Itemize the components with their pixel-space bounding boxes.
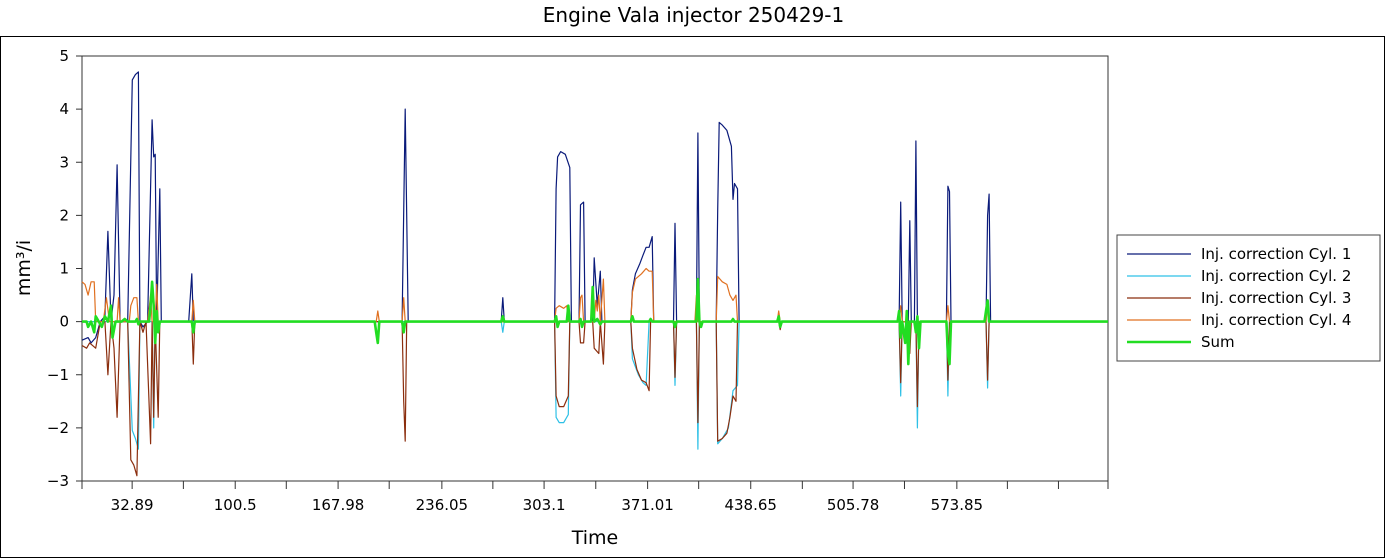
y-tick-label: 4 [59,100,69,118]
x-axis-title: Time [571,527,619,549]
y-tick-label: 1 [59,260,69,278]
x-tick-label: 573.85 [931,496,984,514]
x-tick-label: 303.1 [523,496,566,514]
series-line-5 [82,277,1108,366]
x-tick-label: 505.78 [827,496,880,514]
x-tick-label: 167.98 [312,496,365,514]
y-tick-label: 2 [59,206,69,224]
series-line-2 [82,321,1108,450]
series-layer [81,71,1108,477]
x-axis: 32.89 100.5 167.98 236.05 303.1 371.01 438.65 5… [81,481,1109,514]
x-tick-label: 371.01 [621,496,674,514]
legend-label: Inj. correction Cyl. 2 [1201,267,1351,285]
y-axis-title: mm³/i [13,240,35,296]
series-line-1 [81,71,1108,344]
chart-frame [0,36,1385,558]
x-tick-label: 100.5 [214,496,257,514]
chart-title: Engine Vala injector 250429-1 [542,3,845,27]
series-line-4 [81,267,1108,323]
legend-label: Sum [1201,333,1235,351]
y-tick-label: −1 [47,366,69,384]
legend-label: Inj. correction Cyl. 4 [1201,311,1351,329]
y-tick-label: 0 [59,313,69,331]
series-line-3 [81,321,1108,477]
y-tick-label: −3 [47,472,69,490]
x-tick-label: 32.89 [111,496,154,514]
y-tick-label: 5 [59,47,69,65]
x-tick-label: 438.65 [724,496,777,514]
y-tick-label: −2 [47,419,69,437]
legend-label: Inj. correction Cyl. 3 [1201,289,1351,307]
y-axis: −3 −2 −1 0 1 2 3 4 5 [47,47,82,490]
legend-label: Inj. correction Cyl. 1 [1201,245,1351,263]
y-tick-label: 3 [59,153,69,171]
x-tick-label: 236.05 [416,496,469,514]
legend: Inj. correction Cyl. 1 Inj. correction Cy… [1116,234,1381,362]
